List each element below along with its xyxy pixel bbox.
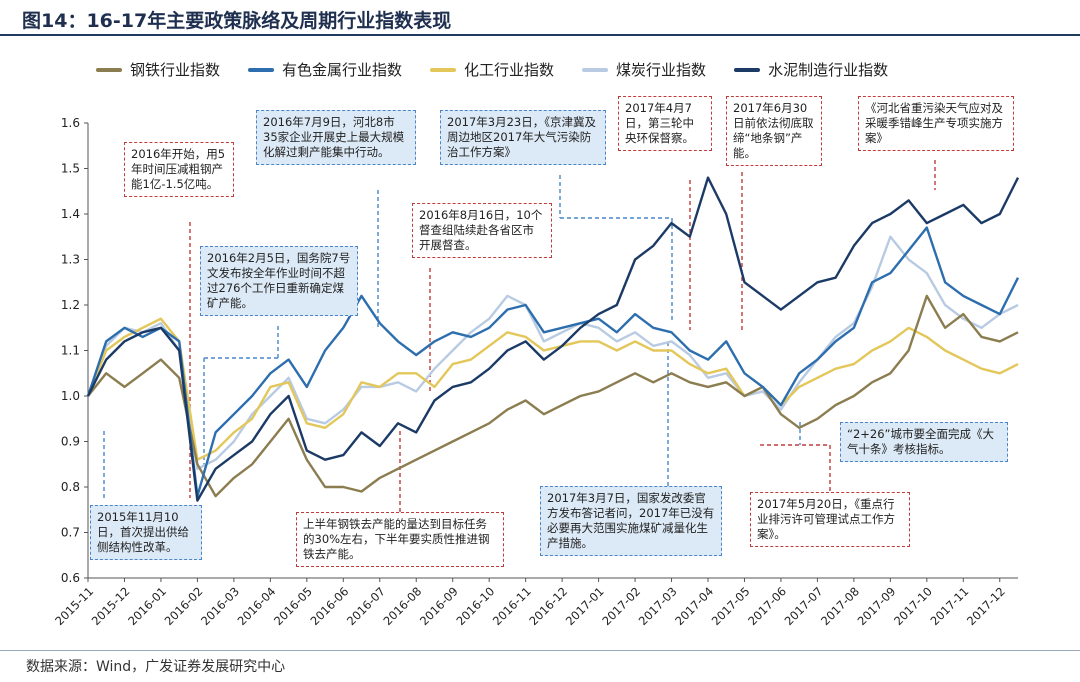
legend-label: 钢铁行业指数 bbox=[130, 61, 221, 79]
legend-swatch bbox=[430, 67, 457, 72]
legend-label: 煤炭行业指数 bbox=[616, 61, 707, 79]
annotation-box: 2017年3月23日，《京津冀及周边地区2017年大气污染防治工作方案》 bbox=[440, 110, 606, 165]
x-tick-label: 2017-06 bbox=[745, 584, 789, 628]
annotation-box: 2017年4月7日，第三轮中央环保督察。 bbox=[618, 96, 712, 151]
annotation-box: 2017年5月20日，《重点行业排污许可管理试点工作方案》。 bbox=[750, 492, 910, 547]
title-divider bbox=[0, 34, 1080, 36]
y-tick-label: 1.2 bbox=[61, 298, 80, 312]
x-tick-label: 2016-09 bbox=[417, 584, 461, 628]
legend-swatch bbox=[582, 67, 609, 72]
y-tick-label: 0.7 bbox=[61, 526, 80, 540]
y-tick-label: 1.5 bbox=[61, 162, 80, 176]
x-tick-label: 2017-01 bbox=[563, 584, 607, 628]
series-line bbox=[86, 317, 1019, 461]
y-tick-label: 1.4 bbox=[61, 207, 80, 221]
x-tick-label: 2017-11 bbox=[928, 584, 972, 628]
x-tick-label: 2016-12 bbox=[526, 584, 570, 628]
annotation-box: 2017年3月7日，国家发改委官方发布答记者问，2017年已没有必要再大范围实施… bbox=[540, 486, 722, 556]
x-tick-label: 2017-12 bbox=[964, 584, 1008, 628]
legend-swatch bbox=[96, 67, 122, 72]
x-tick-label: 2016-01 bbox=[125, 584, 169, 628]
legend: 钢铁行业指数 有色金属行业指数 化工行业指数 煤炭行业指数 水泥制造行业指数 bbox=[96, 59, 888, 80]
y-tick-label: 0.8 bbox=[61, 480, 80, 494]
series-line bbox=[86, 176, 1020, 502]
x-tick-label: 2017-07 bbox=[782, 584, 826, 628]
annotation-box: 2016年7月9日，河北8市35家企业开展史上最大规模化解过剩产能集中行动。 bbox=[256, 110, 416, 165]
x-tick-label: 2017-02 bbox=[599, 584, 643, 628]
x-tick-label: 2016-03 bbox=[198, 584, 242, 628]
x-tick-label: 2016-02 bbox=[162, 584, 206, 628]
x-tick-label: 2015-11 bbox=[52, 584, 96, 628]
footer-divider bbox=[0, 650, 1080, 651]
legend-swatch bbox=[734, 67, 761, 72]
x-tick-label: 2016-08 bbox=[380, 584, 424, 628]
series-line bbox=[87, 294, 1019, 498]
annotation-box: 2017年6月30日前依法彻底取缔“地条钢”产能。 bbox=[726, 96, 822, 166]
legend-label: 化工行业指数 bbox=[464, 61, 555, 79]
annotation-box: 2015年11月10日，首次提出供给侧结构性改革。 bbox=[90, 505, 202, 560]
legend-item: 钢铁行业指数 bbox=[96, 59, 220, 80]
y-tick-label: 1.6 bbox=[61, 116, 80, 130]
y-tick-label: 1.0 bbox=[61, 389, 80, 403]
legend-item: 化工行业指数 bbox=[430, 59, 554, 80]
y-tick-label: 0.9 bbox=[61, 435, 80, 449]
annotation-box: 《河北省重污染天气应对及采暖季错峰生产专项实施方案》 bbox=[858, 96, 1014, 151]
y-tick-label: 1.3 bbox=[61, 253, 80, 267]
legend-label: 有色金属行业指数 bbox=[282, 61, 403, 79]
x-tick-label: 2017-04 bbox=[672, 584, 716, 628]
y-tick-label: 0.6 bbox=[61, 571, 80, 585]
annotation-box: 2016年2月5日，国务院7号文发布按全年作业时间不超过276个工作日重新确定煤… bbox=[200, 246, 358, 316]
x-tick-label: 2017-08 bbox=[818, 584, 862, 628]
x-tick-label: 2016-05 bbox=[271, 584, 315, 628]
x-tick-label: 2015-12 bbox=[89, 584, 133, 628]
x-tick-label: 2017-10 bbox=[891, 584, 935, 628]
x-tick-label: 2016-10 bbox=[453, 584, 497, 628]
y-tick-label: 1.1 bbox=[61, 344, 80, 358]
x-tick-label: 2017-05 bbox=[709, 584, 753, 628]
legend-item: 有色金属行业指数 bbox=[248, 59, 402, 80]
x-tick-label: 2016-04 bbox=[235, 584, 279, 628]
annotation-box: 2016年开始，用5年时间压减粗钢产能1亿-1.5亿吨。 bbox=[124, 142, 234, 197]
series-line bbox=[86, 226, 1020, 498]
legend-label: 水泥制造行业指数 bbox=[768, 61, 889, 79]
source-note: 数据来源：Wind，广发证券发展研究中心 bbox=[26, 659, 286, 675]
legend-swatch bbox=[248, 67, 275, 72]
annotation-box: 上半年钢铁去产能的量达到目标任务的30%左右，下半年要实质性推进钢铁去产能。 bbox=[296, 512, 504, 567]
annotation-box: “2+26”城市要全面完成《大气十条》考核指标。 bbox=[840, 422, 1008, 462]
x-tick-label: 2017-03 bbox=[636, 584, 680, 628]
x-tick-label: 2016-11 bbox=[490, 584, 534, 628]
x-tick-label: 2017-09 bbox=[855, 584, 899, 628]
x-tick-label: 2016-07 bbox=[344, 584, 388, 628]
line-chart: 0.6 0.7 0.8 0.9 1.0 1.1 1.2 1.3 1.4 1.5 1.6 2015-11… bbox=[52, 116, 1020, 628]
annotation-box: 2016年8月16日，10个督查组陆续赴各省区市开展督查。 bbox=[412, 203, 552, 258]
chart-title: 图14：16-17年主要政策脉络及周期行业指数表现 bbox=[22, 10, 452, 32]
x-tick-label: 2016-06 bbox=[308, 584, 352, 628]
legend-item: 煤炭行业指数 bbox=[582, 59, 706, 80]
legend-item: 水泥制造行业指数 bbox=[734, 59, 888, 80]
